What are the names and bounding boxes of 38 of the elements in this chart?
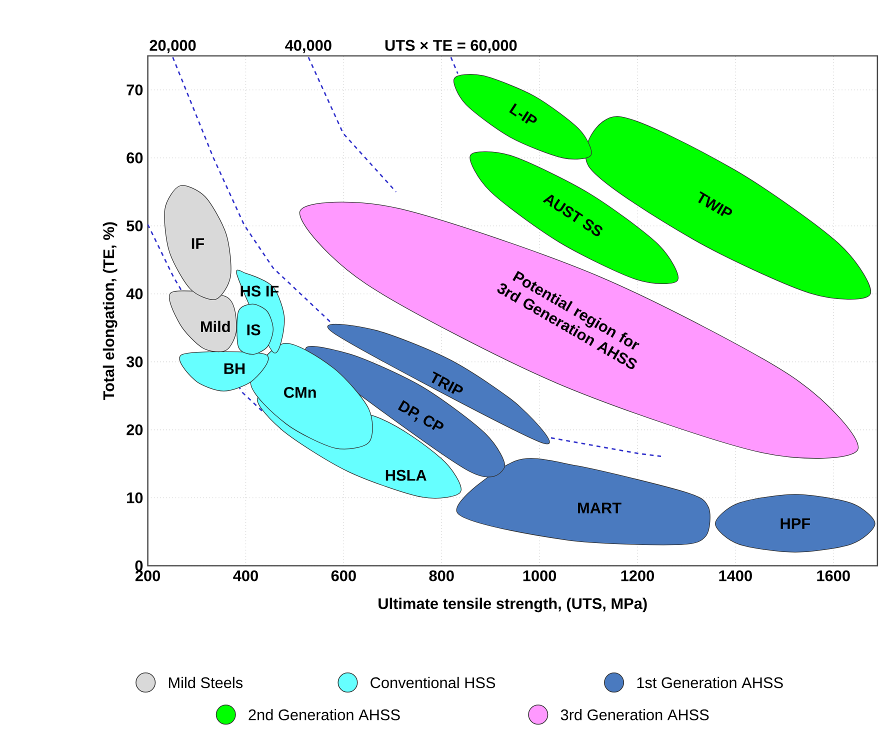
annotation: CMn xyxy=(284,387,316,398)
annotation: Mild xyxy=(200,320,230,332)
series-label: 40,000 xyxy=(285,40,332,54)
y-tick-label: 50 xyxy=(126,220,143,232)
legend-label: Conventional HSS xyxy=(370,677,496,688)
x-tick-label: 1600 xyxy=(817,570,850,582)
x-tick-label: 600 xyxy=(331,570,356,582)
annotation: DP, CP xyxy=(398,400,444,430)
series-label: UTS × TE = 60,000 xyxy=(385,40,517,54)
y-tick-label: 70 xyxy=(126,84,143,96)
x-tick-label: 1200 xyxy=(621,570,654,582)
y-tick-label: 20 xyxy=(126,424,143,436)
y-tick-label: 0 xyxy=(135,560,143,572)
legend-label: Mild Steels xyxy=(168,677,243,688)
annotation: IS xyxy=(247,324,260,336)
x-tick-label: 200 xyxy=(135,570,160,582)
annotation: BH xyxy=(224,363,245,374)
annotation: HPF xyxy=(780,518,810,530)
legend-label: 3rd Generation AHSS xyxy=(560,709,709,720)
y-tick-label: 40 xyxy=(126,288,143,300)
annotation: TRIP xyxy=(432,372,463,394)
annotation: TWIP xyxy=(698,191,732,216)
series-label: 20,000 xyxy=(150,40,196,54)
x-tick-label: 1400 xyxy=(719,570,752,582)
x-tick-label: 800 xyxy=(429,570,454,582)
x-tick-label: 1000 xyxy=(523,570,556,582)
x-axis-title: Ultimate tensile strength, (UTS, MPa) xyxy=(378,598,647,612)
legend-label: 1st Generation AHSS xyxy=(637,677,783,688)
y-tick-label: 60 xyxy=(126,152,143,164)
y-tick-label: 10 xyxy=(127,492,143,504)
annotation: L-IP xyxy=(509,103,537,124)
legend-label: 2nd Generation AHSS xyxy=(248,709,400,720)
y-tick-label: 30 xyxy=(126,356,143,368)
annotation: IF xyxy=(192,238,204,250)
annotation: HSLA xyxy=(386,470,426,481)
x-tick-label: 400 xyxy=(233,570,258,582)
y-axis-title: Total elongation, (TE, %) xyxy=(102,222,118,400)
annotation: MART xyxy=(578,502,622,514)
